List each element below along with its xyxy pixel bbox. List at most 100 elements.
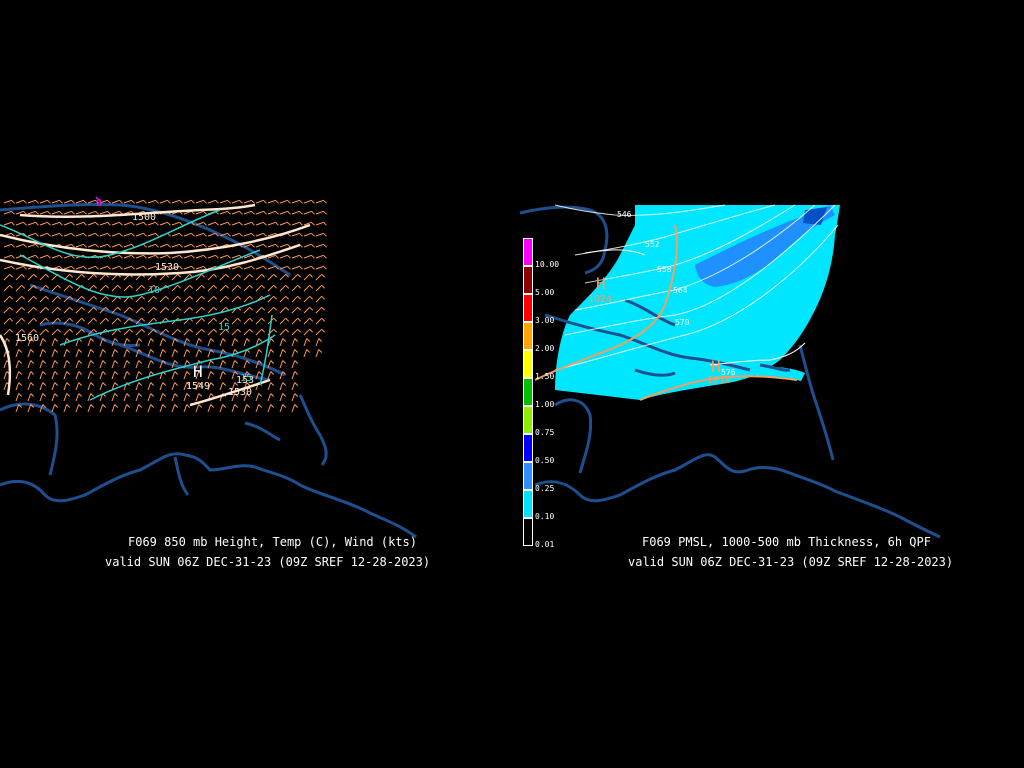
wind-barb-flag	[299, 210, 303, 215]
wind-barb	[231, 295, 239, 303]
wind-barb-flag	[21, 317, 26, 322]
wind-barb	[63, 265, 72, 270]
wind-barb-flag	[179, 243, 183, 248]
wind-barb	[123, 284, 131, 292]
wind-barb	[147, 284, 155, 292]
wind-barb-flag	[246, 404, 251, 408]
wind-barb	[87, 232, 96, 237]
wind-barb-flag	[273, 317, 278, 322]
temp-label: 10	[148, 285, 160, 296]
wind-barb	[291, 232, 300, 237]
wind-barb-flag	[282, 404, 287, 408]
wind-barb	[3, 284, 11, 292]
wind-barb	[75, 273, 83, 281]
wind-barb-flag	[234, 371, 239, 375]
wind-barb-flag	[191, 265, 195, 270]
wind-barb	[75, 317, 83, 325]
wind-barb	[231, 232, 240, 237]
zero-temp-contour	[95, 196, 101, 202]
wind-barb	[3, 306, 11, 314]
colorbar-swatch	[523, 434, 533, 462]
wind-barb	[63, 221, 72, 226]
wind-barb	[243, 404, 248, 413]
wind-barb-flag	[198, 349, 203, 353]
wind-barb-flag	[131, 232, 135, 237]
wind-barb-flag	[222, 382, 227, 386]
wind-barb-flag	[138, 404, 143, 408]
wind-barb	[111, 404, 116, 413]
wind-barb-flag	[131, 254, 135, 259]
wind-barb	[291, 199, 300, 204]
wind-barb	[135, 338, 140, 347]
wind-barb	[99, 338, 104, 347]
wind-barb-flag	[213, 295, 218, 300]
wind-barb-flag	[150, 349, 155, 353]
wind-barb-flag	[225, 306, 230, 311]
wind-barb	[219, 295, 227, 303]
wind-barb	[267, 199, 276, 204]
wind-barb-flag	[143, 265, 147, 270]
wind-barb	[99, 221, 108, 226]
wind-barb	[27, 338, 32, 347]
wind-barb-flag	[126, 404, 131, 408]
wind-barb	[195, 349, 200, 358]
wind-barb	[99, 317, 107, 325]
wind-barb	[315, 284, 323, 292]
wind-barb	[111, 360, 116, 369]
wind-barb	[51, 382, 56, 391]
wind-barb-flag	[213, 317, 218, 322]
wind-barb-flag	[66, 371, 71, 375]
wind-barb-flag	[18, 371, 23, 375]
wind-barb	[279, 317, 287, 325]
wind-barb	[99, 349, 104, 358]
wind-barb	[147, 199, 156, 204]
wind-barb-flag	[35, 243, 39, 248]
wind-barb-flag	[210, 382, 215, 386]
wind-barb	[3, 360, 8, 369]
wind-barb-flag	[294, 404, 299, 408]
wind-barb	[87, 360, 92, 369]
wind-barb-flag	[263, 265, 267, 270]
wind-barb	[255, 317, 263, 325]
wind-barb-flag	[201, 284, 206, 289]
wind-barb-flag	[83, 265, 87, 270]
wind-barb-flag	[321, 273, 326, 278]
wind-barb	[39, 210, 48, 215]
wind-barb	[315, 349, 320, 358]
wind-barb	[75, 232, 84, 237]
wind-barb	[195, 317, 203, 325]
wind-barb	[87, 349, 92, 358]
wind-barb-flag	[287, 210, 291, 215]
wind-barb	[267, 295, 275, 303]
wind-barb-flag	[323, 254, 327, 259]
wind-barb-flag	[174, 371, 179, 375]
wind-barb	[315, 295, 323, 303]
wind-barb	[279, 404, 284, 413]
wind-barb	[267, 221, 276, 226]
wind-barb-flag	[18, 382, 23, 386]
wind-barb	[171, 393, 176, 402]
wind-barb	[171, 404, 176, 413]
wind-barb	[51, 393, 56, 402]
wind-barb-flag	[126, 393, 131, 397]
wind-barb-flag	[287, 199, 291, 204]
wind-barb-flag	[141, 328, 146, 333]
wind-barb-flag	[141, 306, 146, 311]
wind-barb	[15, 393, 20, 402]
wind-barb-flag	[186, 404, 191, 408]
wind-barb-flag	[59, 265, 63, 270]
wind-barb-flag	[71, 265, 75, 270]
wind-barb	[279, 284, 287, 292]
wind-barb-flag	[71, 199, 75, 204]
temperature-labels: 0 10 15 15	[96, 198, 252, 384]
wind-barb	[39, 328, 47, 336]
wind-barb-flag	[261, 273, 266, 278]
wind-barb-flag	[114, 382, 119, 386]
colorbar-item: 3.00	[523, 294, 583, 325]
wind-barb	[267, 265, 276, 270]
wind-barb-flag	[186, 338, 191, 342]
wind-barb-flag	[285, 284, 290, 289]
wind-barb	[51, 371, 56, 380]
wind-barb	[231, 382, 236, 391]
colorbar-label: 1.00	[535, 400, 555, 409]
